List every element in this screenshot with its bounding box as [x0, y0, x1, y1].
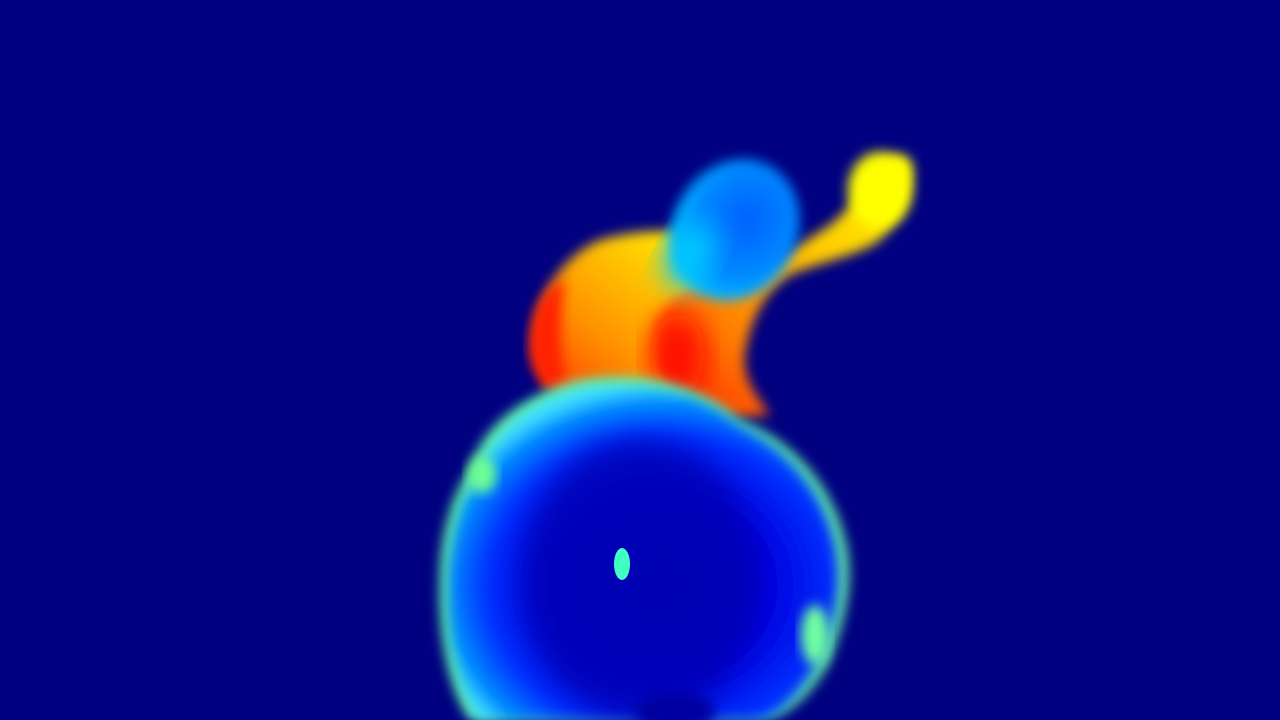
forearm-shape — [652, 152, 913, 420]
nose-spot — [614, 548, 630, 580]
hand-shape — [664, 159, 800, 301]
head-shape — [439, 376, 850, 720]
